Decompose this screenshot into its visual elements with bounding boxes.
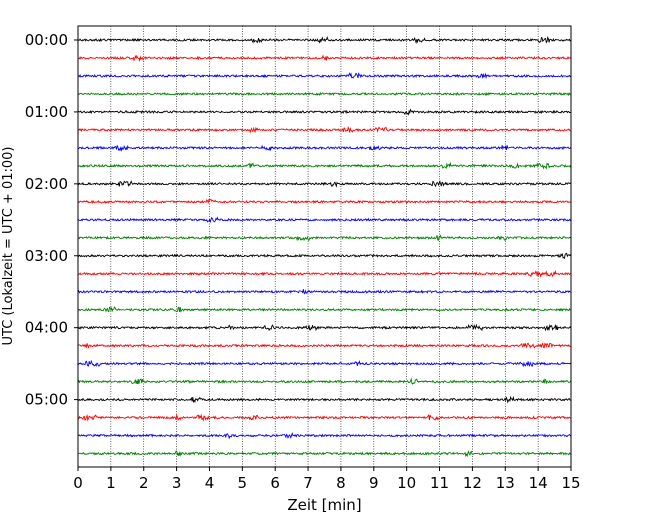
x-tick-label: 15	[561, 474, 580, 492]
plot-frame	[77, 25, 572, 468]
y-tick-label: 04:00	[25, 319, 68, 337]
x-tick-label: 3	[172, 474, 182, 492]
trace-row-0445	[77, 377, 572, 385]
trace-row-0015	[77, 54, 572, 63]
y-tick-label: 02:00	[25, 175, 68, 193]
trace-row-0515	[77, 413, 572, 422]
trace-row-0200	[77, 180, 572, 188]
y-tick-label: 00:00	[25, 31, 68, 49]
trace-row-0530	[77, 431, 572, 440]
trace-row-0315	[77, 269, 572, 278]
x-tick-label: 1	[106, 474, 116, 492]
x-tick-label: 11	[430, 474, 449, 492]
x-tick-label: 2	[139, 474, 149, 492]
x-tick-label: 12	[463, 474, 482, 492]
y-tick-label: 01:00	[25, 103, 68, 121]
x-axis-label: Zeit [min]	[287, 496, 361, 514]
y-tick-label: 03:00	[25, 247, 68, 265]
trace-row-0215	[77, 198, 571, 205]
trace-row-0300	[77, 252, 572, 260]
trace-row-0500	[77, 395, 571, 404]
trace-row-0115	[77, 125, 571, 134]
x-tick-label: 6	[270, 474, 280, 492]
trace-row-0130	[77, 144, 572, 152]
trace-row-0330	[77, 289, 571, 295]
trace-rows	[77, 35, 572, 458]
trace-row-0230	[77, 216, 572, 224]
x-tick-label: 10	[397, 474, 416, 492]
x-tick-label: 8	[336, 474, 346, 492]
x-tick-label: 13	[496, 474, 515, 492]
x-tick-label: 9	[369, 474, 379, 492]
x-tick-label: 5	[238, 474, 248, 492]
trace-row-0030	[77, 71, 572, 80]
x-tick-label: 0	[73, 474, 83, 492]
x-axis-ticks: 0 1 2 3 4 5 6 7 8 9 10 11 12 13 14 15	[73, 467, 581, 492]
y-tick-label: 05:00	[25, 391, 68, 409]
trace-row-0100	[77, 108, 571, 116]
y-axis-ticks: 00:00 01:00 02:00 03:00 04:00 05:00	[25, 31, 78, 409]
y-axis-label: UTC (Lokalzeit = UTC + 01:00)	[1, 147, 16, 346]
trace-row-0430	[77, 359, 572, 368]
x-tick-label: 14	[529, 474, 548, 492]
x-tick-label: 7	[303, 474, 313, 492]
trace-row-0415	[77, 342, 571, 349]
trace-row-0400	[77, 323, 572, 332]
trace-row-0145	[77, 161, 572, 170]
trace-row-0000	[77, 35, 572, 45]
trace-row-0345	[77, 306, 571, 313]
x-tick-label: 4	[205, 474, 215, 492]
trace-row-0545	[77, 450, 572, 458]
trace-row-0045	[77, 91, 571, 96]
trace-row-0245	[77, 234, 572, 242]
grid-lines	[110, 26, 539, 467]
